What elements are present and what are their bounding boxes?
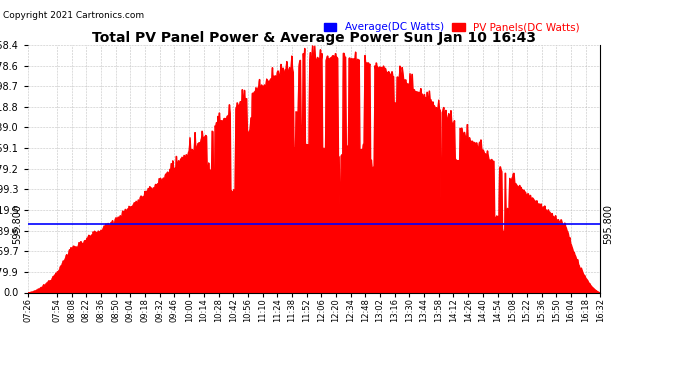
Legend: Average(DC Watts), PV Panels(DC Watts): Average(DC Watts), PV Panels(DC Watts) [319,18,584,36]
Text: Copyright 2021 Cartronics.com: Copyright 2021 Cartronics.com [3,11,145,20]
Title: Total PV Panel Power & Average Power Sun Jan 10 16:43: Total PV Panel Power & Average Power Sun… [92,31,536,45]
Text: 595.800: 595.800 [12,204,22,244]
